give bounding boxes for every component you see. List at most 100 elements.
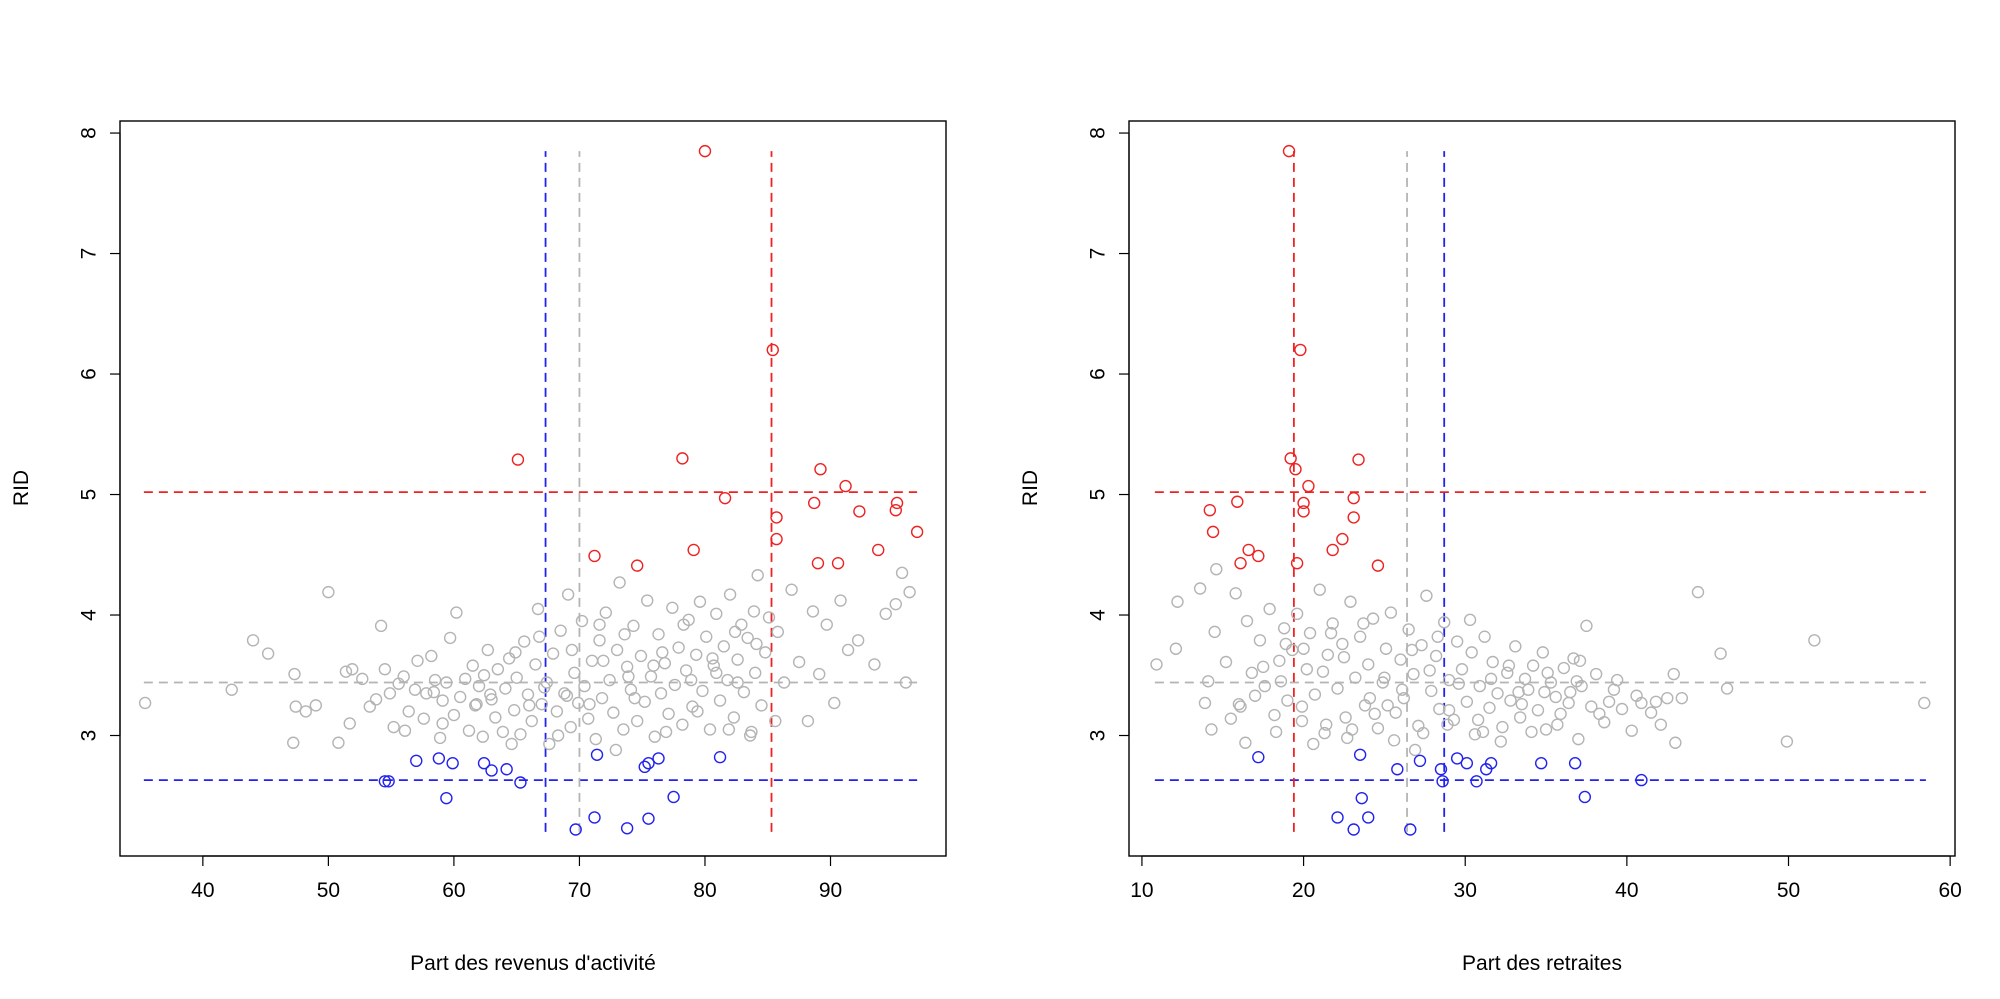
data-point-high xyxy=(1206,525,1220,539)
data-point xyxy=(676,718,689,731)
y-tick-label: 7 xyxy=(78,248,101,260)
data-point xyxy=(1407,667,1420,681)
data-point xyxy=(374,619,388,633)
data-point xyxy=(1416,726,1430,740)
data-point-low xyxy=(1635,773,1648,787)
data-point xyxy=(820,618,833,631)
data-point-high xyxy=(1252,549,1265,563)
data-point-high xyxy=(1347,511,1360,524)
data-point-high xyxy=(814,463,827,476)
data-point xyxy=(1572,732,1585,746)
data-point xyxy=(583,697,596,711)
data-point xyxy=(470,697,483,711)
data-point xyxy=(813,667,826,681)
data-point xyxy=(677,618,690,631)
data-point xyxy=(851,634,865,647)
data-point xyxy=(895,566,909,580)
data-point xyxy=(1438,616,1451,629)
data-point xyxy=(652,628,665,641)
data-point xyxy=(1229,587,1242,600)
y-tick-label: 8 xyxy=(1087,127,1110,139)
data-point-low xyxy=(514,776,527,789)
scatter-panel-retraites: 10 20 30 40 50 60 3 4 5 6 7 8 Part des retraites R… xyxy=(1019,120,1962,975)
data-point xyxy=(750,637,763,651)
data-point xyxy=(1368,707,1381,721)
data-point xyxy=(868,658,881,671)
data-point xyxy=(560,689,574,702)
x-tick-label: 50 xyxy=(317,879,340,902)
data-point-low xyxy=(1252,750,1265,764)
data-point-high xyxy=(1352,453,1365,466)
data-point xyxy=(647,659,660,672)
data-point xyxy=(1525,725,1538,739)
data-point xyxy=(628,691,641,705)
data-point xyxy=(1602,695,1616,708)
data-point xyxy=(1644,706,1658,719)
data-point xyxy=(246,634,260,647)
data-point xyxy=(509,646,522,659)
data-point-high xyxy=(770,532,783,546)
data-point xyxy=(707,659,720,672)
data-point xyxy=(299,705,312,718)
data-point xyxy=(1502,659,1516,672)
data-point xyxy=(1208,625,1221,639)
data-point xyxy=(582,712,595,725)
data-point xyxy=(558,687,571,700)
data-point xyxy=(689,648,703,661)
data-point xyxy=(1274,675,1288,688)
data-point-high xyxy=(890,496,904,510)
data-point-low xyxy=(642,812,655,825)
x-tick-label: 20 xyxy=(1292,879,1315,902)
data-point xyxy=(499,682,512,695)
data-point xyxy=(630,714,644,728)
data-point-high xyxy=(1294,343,1307,357)
data-point-low xyxy=(446,757,459,770)
data-point-low xyxy=(378,775,392,788)
data-point xyxy=(1281,694,1294,707)
data-point-low xyxy=(1436,775,1449,788)
x-axis-label: Part des retraites xyxy=(1462,952,1622,975)
data-point xyxy=(1389,706,1402,719)
data-point xyxy=(1675,691,1689,705)
data-point xyxy=(485,693,498,706)
data-point xyxy=(662,707,675,721)
x-axis-ticks: 40 50 60 70 80 90 xyxy=(191,855,842,902)
data-point xyxy=(578,679,591,693)
data-point xyxy=(599,606,613,619)
data-point xyxy=(1494,735,1507,748)
data-point-low xyxy=(1480,763,1493,776)
data-point xyxy=(1486,655,1499,669)
data-point xyxy=(443,631,457,645)
data-point xyxy=(1277,622,1291,635)
data-point xyxy=(1918,696,1931,710)
data-point-low xyxy=(667,790,680,804)
data-point-low xyxy=(1347,823,1360,836)
data-point xyxy=(1808,634,1821,647)
data-point xyxy=(1336,637,1349,651)
data-point xyxy=(748,666,762,680)
data-point-high xyxy=(770,511,783,524)
data-point xyxy=(1378,671,1391,684)
data-point xyxy=(447,708,461,722)
data-point xyxy=(551,729,565,742)
data-point xyxy=(1232,697,1246,711)
data-point xyxy=(777,676,791,689)
data-point-low xyxy=(500,763,513,776)
data-point xyxy=(741,631,754,645)
data-point xyxy=(1476,725,1490,739)
data-point xyxy=(507,704,521,717)
data-point xyxy=(1344,595,1357,608)
data-point xyxy=(691,705,704,718)
data-point-high xyxy=(889,503,902,517)
data-point xyxy=(1387,734,1401,747)
x-axis-ticks: 10 20 30 40 50 60 xyxy=(1130,855,1962,902)
data-point xyxy=(1394,653,1407,666)
data-point xyxy=(1202,675,1215,688)
data-point xyxy=(762,611,776,624)
data-point xyxy=(1484,672,1498,686)
y-axis-ticks: 3 4 5 6 7 8 xyxy=(1087,127,1130,741)
data-point xyxy=(343,717,356,730)
data-point xyxy=(1258,679,1271,693)
data-point xyxy=(1580,619,1593,633)
scatter-panel-revenus: 40 50 60 70 80 90 3 4 5 6 7 8 Part des revenus d'a… xyxy=(10,120,947,975)
